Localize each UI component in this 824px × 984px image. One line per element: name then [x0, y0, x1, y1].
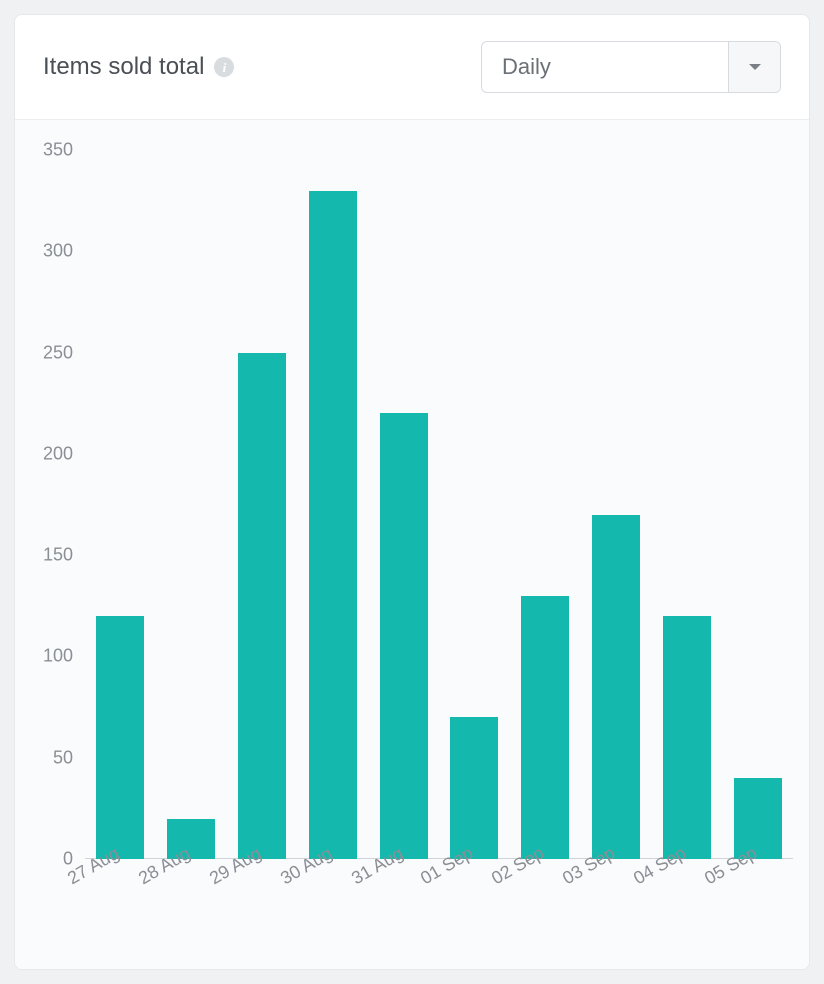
- items-sold-card: Items sold total i Daily 27 Aug28 Aug29 …: [14, 14, 810, 970]
- bar[interactable]: [450, 717, 498, 859]
- frequency-dropdown[interactable]: Daily: [481, 41, 781, 93]
- info-icon[interactable]: i: [214, 57, 234, 77]
- title-wrap: Items sold total i: [43, 53, 234, 81]
- y-tick-label: 0: [63, 849, 73, 870]
- bar-slot: 27 Aug: [85, 150, 156, 859]
- bar-slot: 01 Sep: [439, 150, 510, 859]
- bar[interactable]: [663, 616, 711, 859]
- frequency-dropdown-caret: [728, 42, 780, 92]
- bar[interactable]: [592, 515, 640, 859]
- bar-slot: 04 Sep: [651, 150, 722, 859]
- card-title: Items sold total: [43, 53, 204, 81]
- x-tick-label: 27 Aug: [64, 843, 123, 889]
- bar[interactable]: [96, 616, 144, 859]
- chart-plot: 27 Aug28 Aug29 Aug30 Aug31 Aug01 Sep02 S…: [85, 150, 793, 859]
- y-tick-label: 50: [53, 747, 73, 768]
- card-header: Items sold total i Daily: [15, 15, 809, 120]
- y-tick-label: 150: [43, 545, 73, 566]
- y-tick-label: 200: [43, 443, 73, 464]
- chevron-down-icon: [749, 64, 761, 70]
- bar-slot: 28 Aug: [156, 150, 227, 859]
- bar-slot: 03 Sep: [581, 150, 652, 859]
- y-tick-label: 300: [43, 241, 73, 262]
- bar[interactable]: [309, 191, 357, 859]
- bar-slot: 31 Aug: [368, 150, 439, 859]
- bar-slot: 29 Aug: [227, 150, 298, 859]
- bar-slot: 30 Aug: [297, 150, 368, 859]
- y-tick-label: 100: [43, 646, 73, 667]
- frequency-dropdown-label: Daily: [482, 42, 728, 92]
- y-tick-label: 350: [43, 140, 73, 161]
- y-tick-label: 250: [43, 342, 73, 363]
- bar-slot: 02 Sep: [510, 150, 581, 859]
- bar[interactable]: [238, 353, 286, 859]
- bars-container: 27 Aug28 Aug29 Aug30 Aug31 Aug01 Sep02 S…: [85, 150, 793, 859]
- bar-slot: 05 Sep: [722, 150, 793, 859]
- bar[interactable]: [521, 596, 569, 859]
- bar[interactable]: [380, 413, 428, 859]
- chart-area: 27 Aug28 Aug29 Aug30 Aug31 Aug01 Sep02 S…: [15, 120, 809, 969]
